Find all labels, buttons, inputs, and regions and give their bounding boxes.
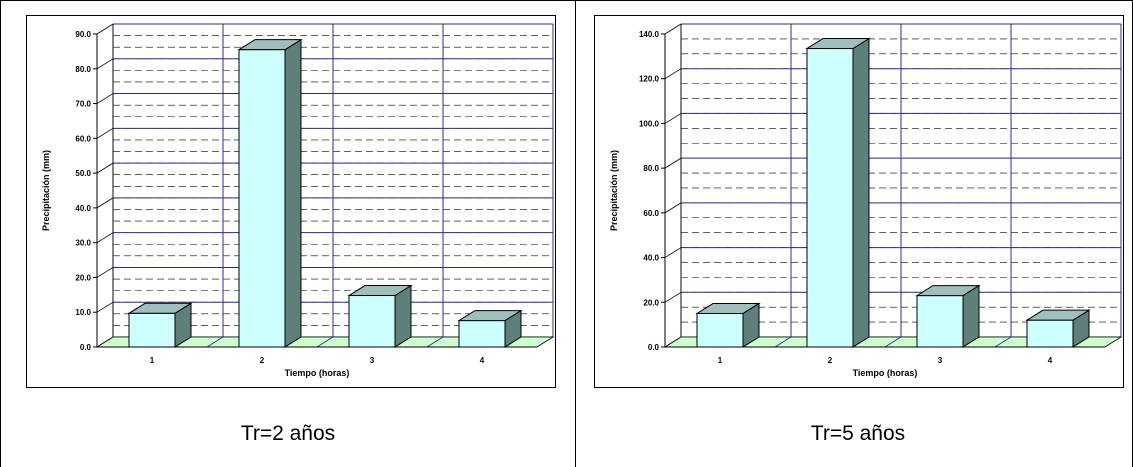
- chart-tr2-svg: 0.0 10.0 20.0 30.0 40.0 50.0 60.0 70.0 80.0 90.0 1…: [41, 23, 555, 378]
- y-tick-label: 60.0: [75, 134, 91, 143]
- x-tick-label: 2: [828, 356, 833, 365]
- y-tick-label: 100.0: [639, 119, 660, 128]
- x-tick-label: 4: [1048, 356, 1053, 365]
- x-axis-title: Tiempo (horas): [853, 368, 918, 378]
- bar-front: [128, 312, 176, 348]
- x-tick-label: 1: [718, 356, 723, 365]
- bar-top: [347, 285, 413, 297]
- caption-tr2: Tr=2 años: [240, 422, 336, 445]
- chart-tr5: 0.0 20.0 40.0 60.0 80.0 100.0 120.0 140.0 1 2 3 4 Ti…: [594, 15, 1124, 388]
- bar-top: [127, 302, 193, 314]
- left-wall-line: [96, 162, 114, 174]
- y-tick-label: 10.0: [75, 308, 91, 317]
- x-axis-title: Tiempo (horas): [285, 368, 350, 378]
- left-wall-line: [664, 202, 682, 214]
- bar-front: [1026, 319, 1074, 348]
- y-tick-label: 40.0: [75, 204, 91, 213]
- y-tick-label: 80.0: [643, 164, 659, 173]
- y-tick-label: 90.0: [75, 30, 91, 39]
- y-tick-label: 0.0: [648, 343, 660, 352]
- floor-divider: [884, 336, 902, 348]
- y-tick-label: 80.0: [75, 65, 91, 74]
- y-tick-label: 40.0: [643, 254, 659, 263]
- left-wall-line: [96, 197, 114, 209]
- chart-tr5-svg: 0.0 20.0 40.0 60.0 80.0 100.0 120.0 140.0 1 2 3 4 Ti…: [609, 23, 1123, 378]
- frame-divider: [575, 0, 576, 467]
- bar-front: [348, 295, 396, 348]
- x-tick-label: 1: [150, 356, 155, 365]
- y-tick-label: 140.0: [639, 30, 660, 39]
- bar-side: [852, 37, 870, 348]
- y-tick-label: 0.0: [80, 343, 92, 352]
- y-axis-title: Precipitación (mm): [609, 150, 619, 231]
- bar-top: [695, 302, 761, 314]
- left-wall-line: [664, 68, 682, 80]
- bar-side: [962, 284, 980, 348]
- bar-top: [237, 39, 303, 51]
- y-tick-label: 20.0: [75, 273, 91, 282]
- floor-divider: [206, 336, 224, 348]
- bar-front: [696, 312, 744, 348]
- left-wall-line: [664, 291, 682, 303]
- left-wall-line: [664, 113, 682, 124]
- y-axis-title: Precipitación (mm): [41, 150, 51, 231]
- bar-front: [458, 320, 506, 348]
- bar-side: [284, 38, 302, 348]
- frame-left-border: [0, 0, 1, 467]
- y-tick-label: 60.0: [643, 209, 659, 218]
- left-wall-line: [96, 93, 114, 104]
- x-tick-label: 3: [370, 356, 375, 365]
- bar-front: [916, 295, 964, 348]
- bar-front: [806, 48, 854, 348]
- y-tick-label: 50.0: [75, 169, 91, 178]
- bar-top: [1025, 309, 1091, 321]
- bar-top: [805, 38, 871, 50]
- floor-divider: [316, 336, 334, 348]
- bar-front: [238, 49, 286, 348]
- left-wall-line: [96, 58, 114, 70]
- floor-divider: [774, 336, 792, 348]
- left-wall-line: [96, 23, 114, 35]
- x-tick-label: 2: [260, 356, 265, 365]
- x-tick-label: 3: [938, 356, 943, 365]
- left-wall-line: [664, 247, 682, 258]
- caption-tr5: Tr=5 años: [810, 422, 906, 445]
- left-wall-line: [96, 267, 114, 278]
- y-tick-label: 20.0: [643, 298, 659, 307]
- bar-top: [457, 310, 523, 322]
- floor-divider: [994, 336, 1012, 348]
- left-wall-line: [96, 301, 114, 313]
- left-wall-line: [96, 232, 114, 244]
- y-tick-label: 70.0: [75, 100, 91, 109]
- x-tick-label: 4: [480, 356, 485, 365]
- bar-side: [394, 284, 412, 348]
- left-wall-line: [96, 127, 114, 139]
- bar-top: [915, 285, 981, 297]
- frame-top-border: [0, 0, 1133, 1]
- chart-tr2: 0.0 10.0 20.0 30.0 40.0 50.0 60.0 70.0 80.0 90.0 1…: [26, 15, 556, 388]
- floor-divider: [426, 336, 444, 348]
- y-tick-label: 30.0: [75, 239, 91, 248]
- left-wall-line: [664, 157, 682, 169]
- left-wall-line: [664, 23, 682, 35]
- y-tick-label: 120.0: [639, 75, 660, 84]
